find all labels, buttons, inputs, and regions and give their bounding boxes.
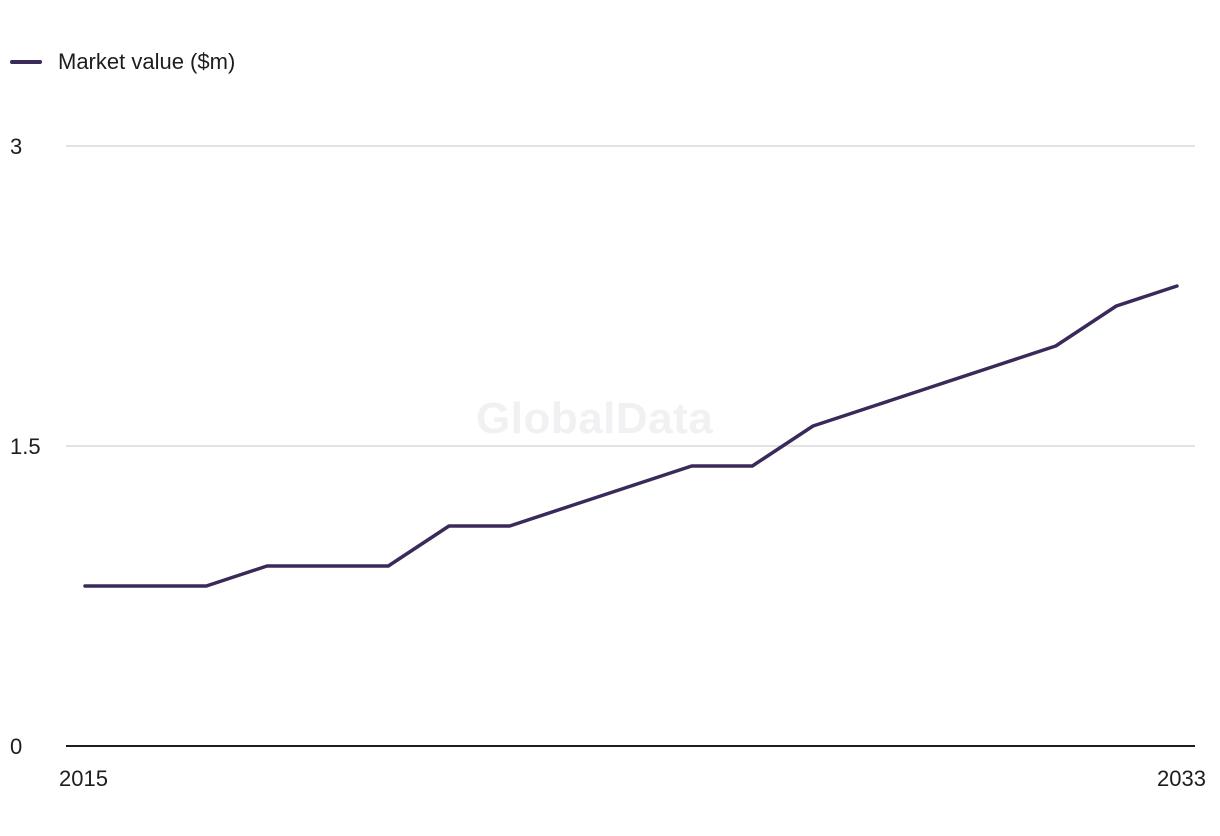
watermark: GlobalData (476, 394, 714, 443)
legend: Market value ($m) (10, 46, 235, 78)
y-tick-label: 0 (10, 734, 22, 759)
legend-swatch (10, 60, 42, 64)
y-tick-label: 1.5 (10, 434, 41, 459)
legend-label: Market value ($m) (58, 49, 236, 74)
y-tick-label: 3 (10, 134, 22, 159)
x-tick-label: 2015 (59, 766, 108, 791)
series-line (83, 284, 1179, 588)
x-tick-label: 2033 (1157, 766, 1206, 791)
